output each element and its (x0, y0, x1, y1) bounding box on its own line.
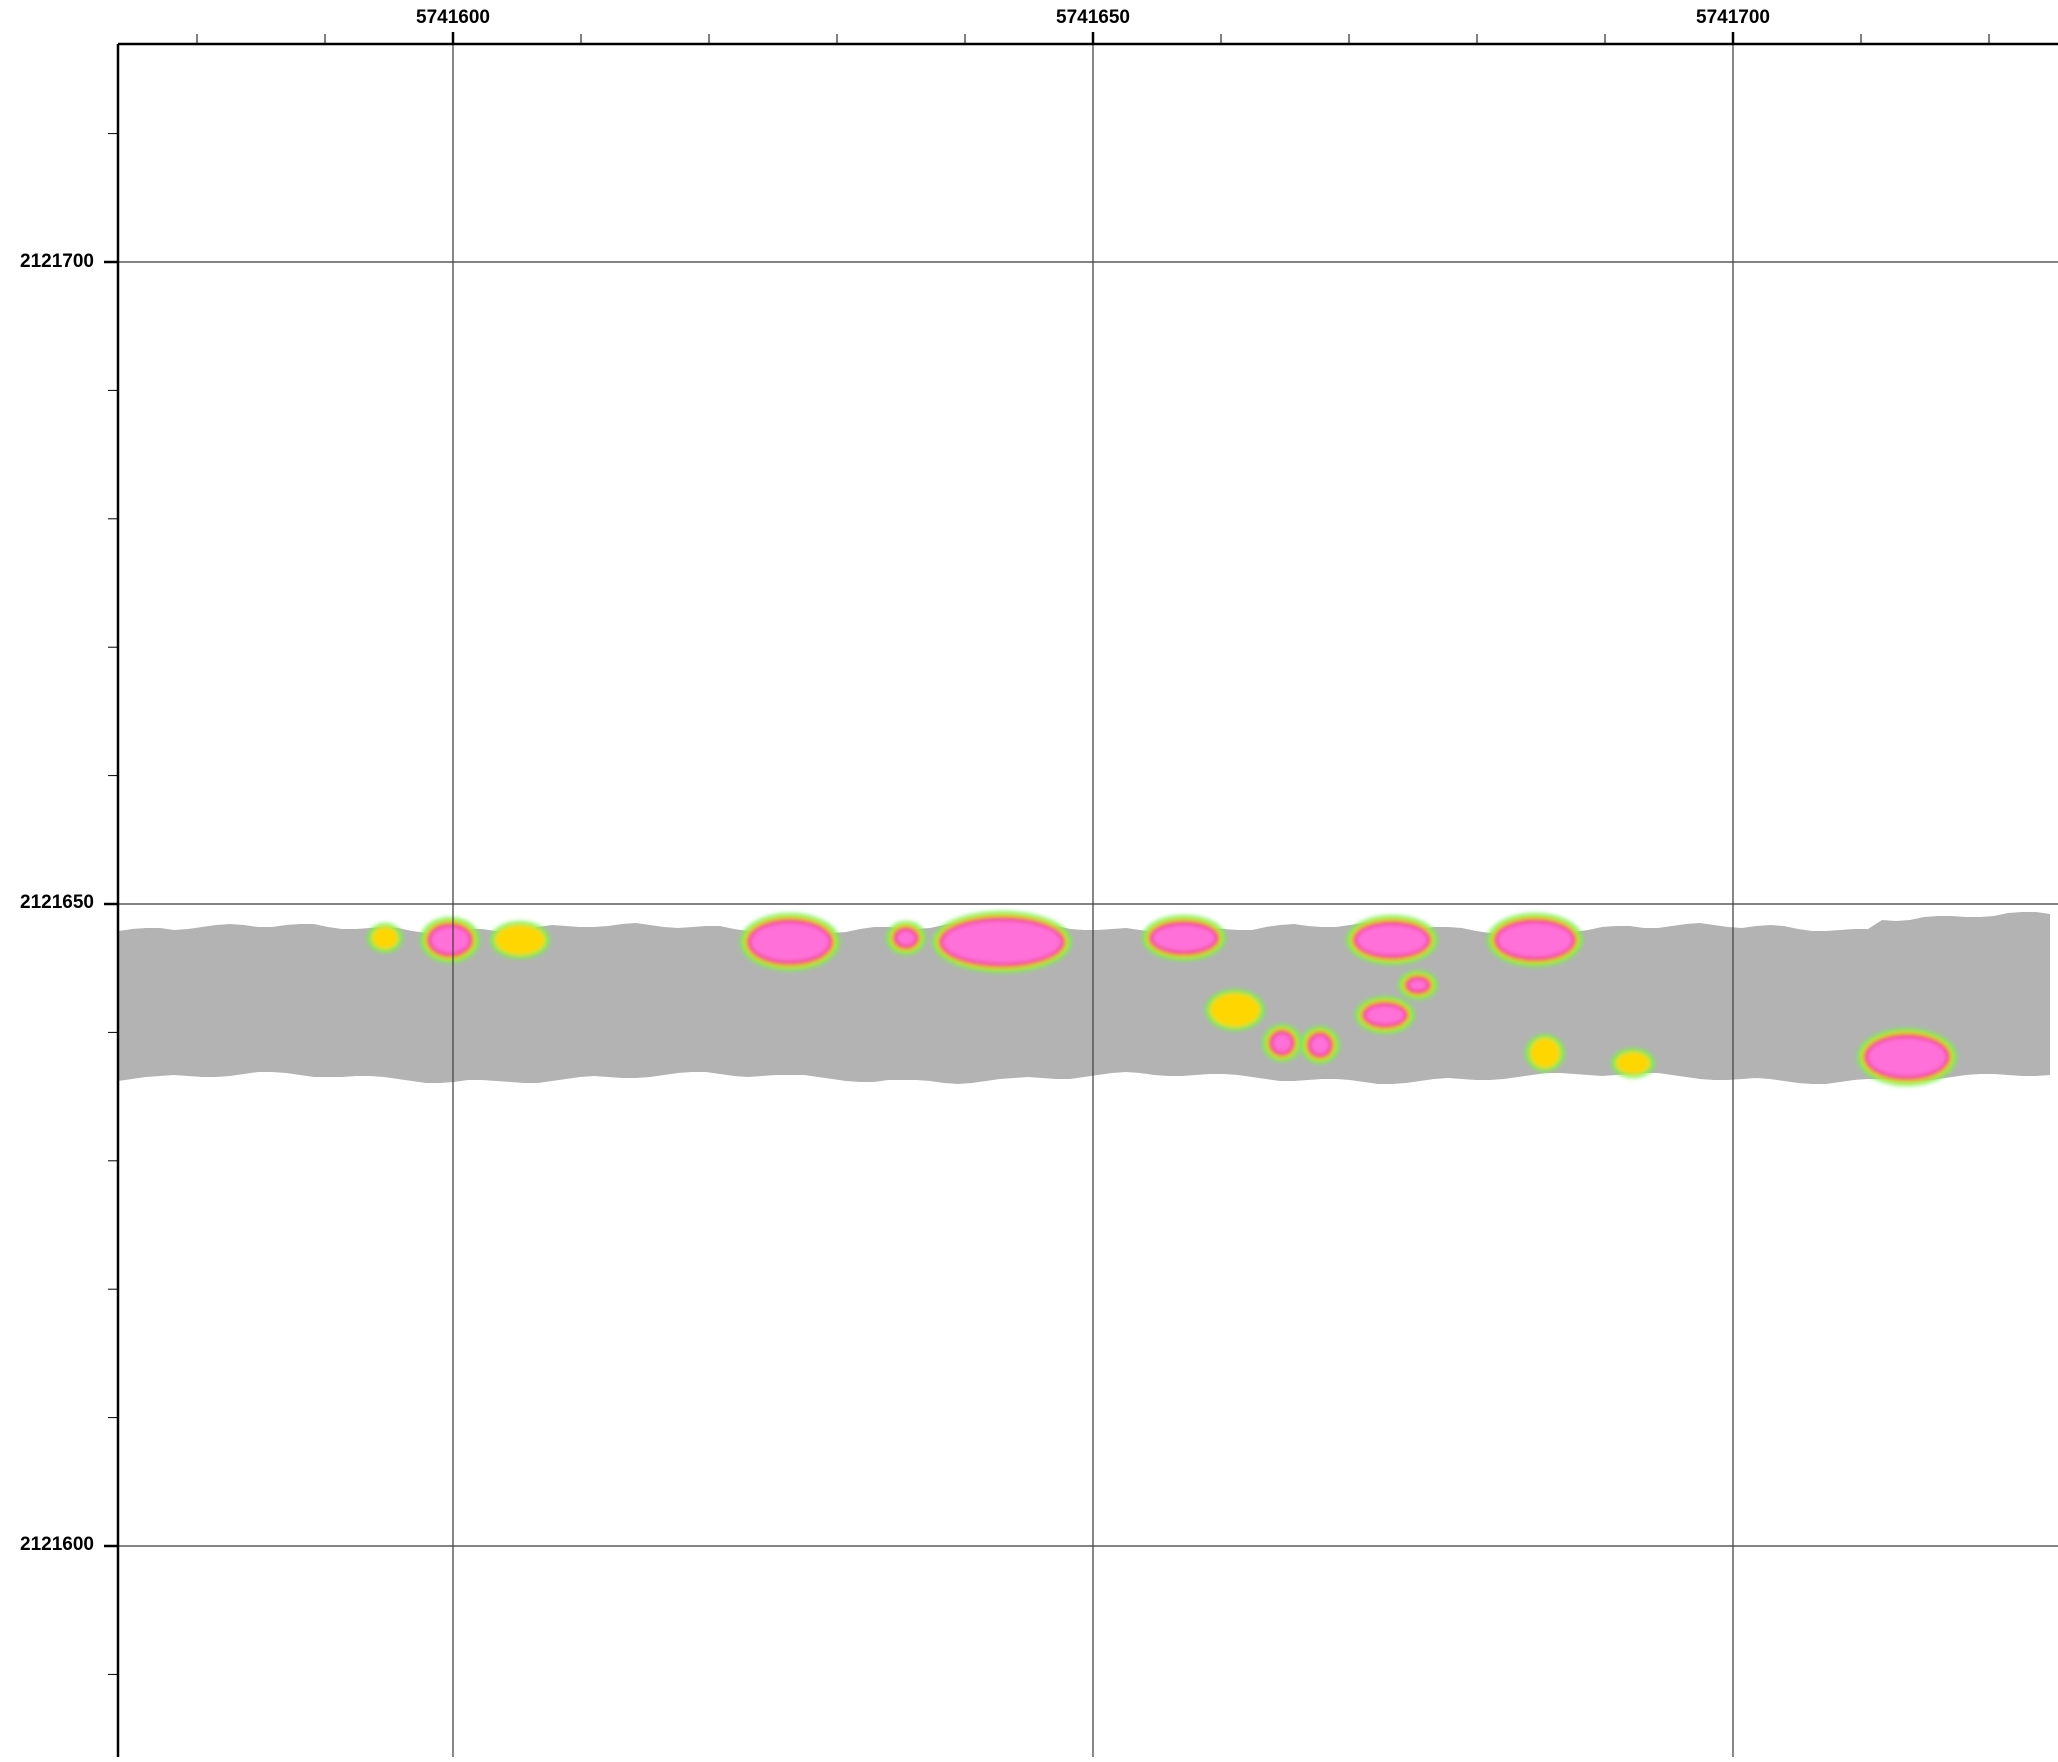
y-axis-label-2121600: 2121600 (20, 1534, 94, 1555)
anomaly-6 (1346, 915, 1438, 965)
anomaly-13-mid (1530, 1038, 1560, 1068)
anomaly-12-core (1867, 1037, 1947, 1077)
anomaly-13 (1525, 1034, 1565, 1072)
anomaly-2 (740, 913, 840, 971)
anomaly-1 (420, 917, 480, 963)
anomaly-17-mid (372, 927, 398, 949)
anomaly-16 (1611, 1048, 1655, 1078)
anomaly-9 (1398, 970, 1438, 1000)
anomaly-15 (1205, 989, 1265, 1031)
anomaly-2-core (750, 922, 830, 962)
anomaly-11 (1300, 1026, 1340, 1064)
anomaly-5 (1142, 915, 1226, 961)
survey-strip-band (118, 912, 2050, 1084)
anomaly-10 (1262, 1024, 1302, 1062)
anomaly-5-core (1152, 924, 1216, 952)
anomaly-3 (886, 921, 926, 955)
anomaly-14 (490, 921, 550, 959)
anomaly-4 (932, 911, 1072, 973)
x-axis-label-5741650: 5741650 (1056, 7, 1130, 28)
anomaly-15-mid (1210, 993, 1260, 1027)
anomaly-8-core (1365, 1005, 1405, 1025)
anomaly-9-core (1408, 979, 1428, 991)
y-axis-label-2121700: 2121700 (20, 251, 94, 272)
anomaly-1-core (430, 926, 470, 954)
anomaly-14-mid (495, 925, 545, 955)
anomaly-8 (1355, 996, 1415, 1034)
map-border (116, 42, 2058, 1757)
x-axis-label-5741700: 5741700 (1696, 7, 1770, 28)
anomaly-17 (367, 923, 403, 953)
anomaly-3-core (896, 930, 916, 946)
anomaly-4-core (942, 920, 1062, 964)
axis-ticks (104, 32, 1990, 1675)
anomaly-layer (367, 911, 1957, 1086)
anomaly-12 (1857, 1028, 1957, 1086)
anomaly-7 (1487, 913, 1583, 967)
anomaly-7-core (1497, 922, 1573, 958)
anomaly-10-core (1272, 1033, 1292, 1053)
anomaly-16-mid (1616, 1052, 1650, 1074)
grid-lines (118, 44, 2058, 1757)
x-axis-label-5741600: 5741600 (416, 7, 490, 28)
anomaly-6-core (1356, 924, 1428, 956)
survey-strip (118, 912, 2050, 1084)
y-axis-label-2121650: 2121650 (20, 892, 94, 913)
anomaly-11-core (1310, 1035, 1330, 1055)
